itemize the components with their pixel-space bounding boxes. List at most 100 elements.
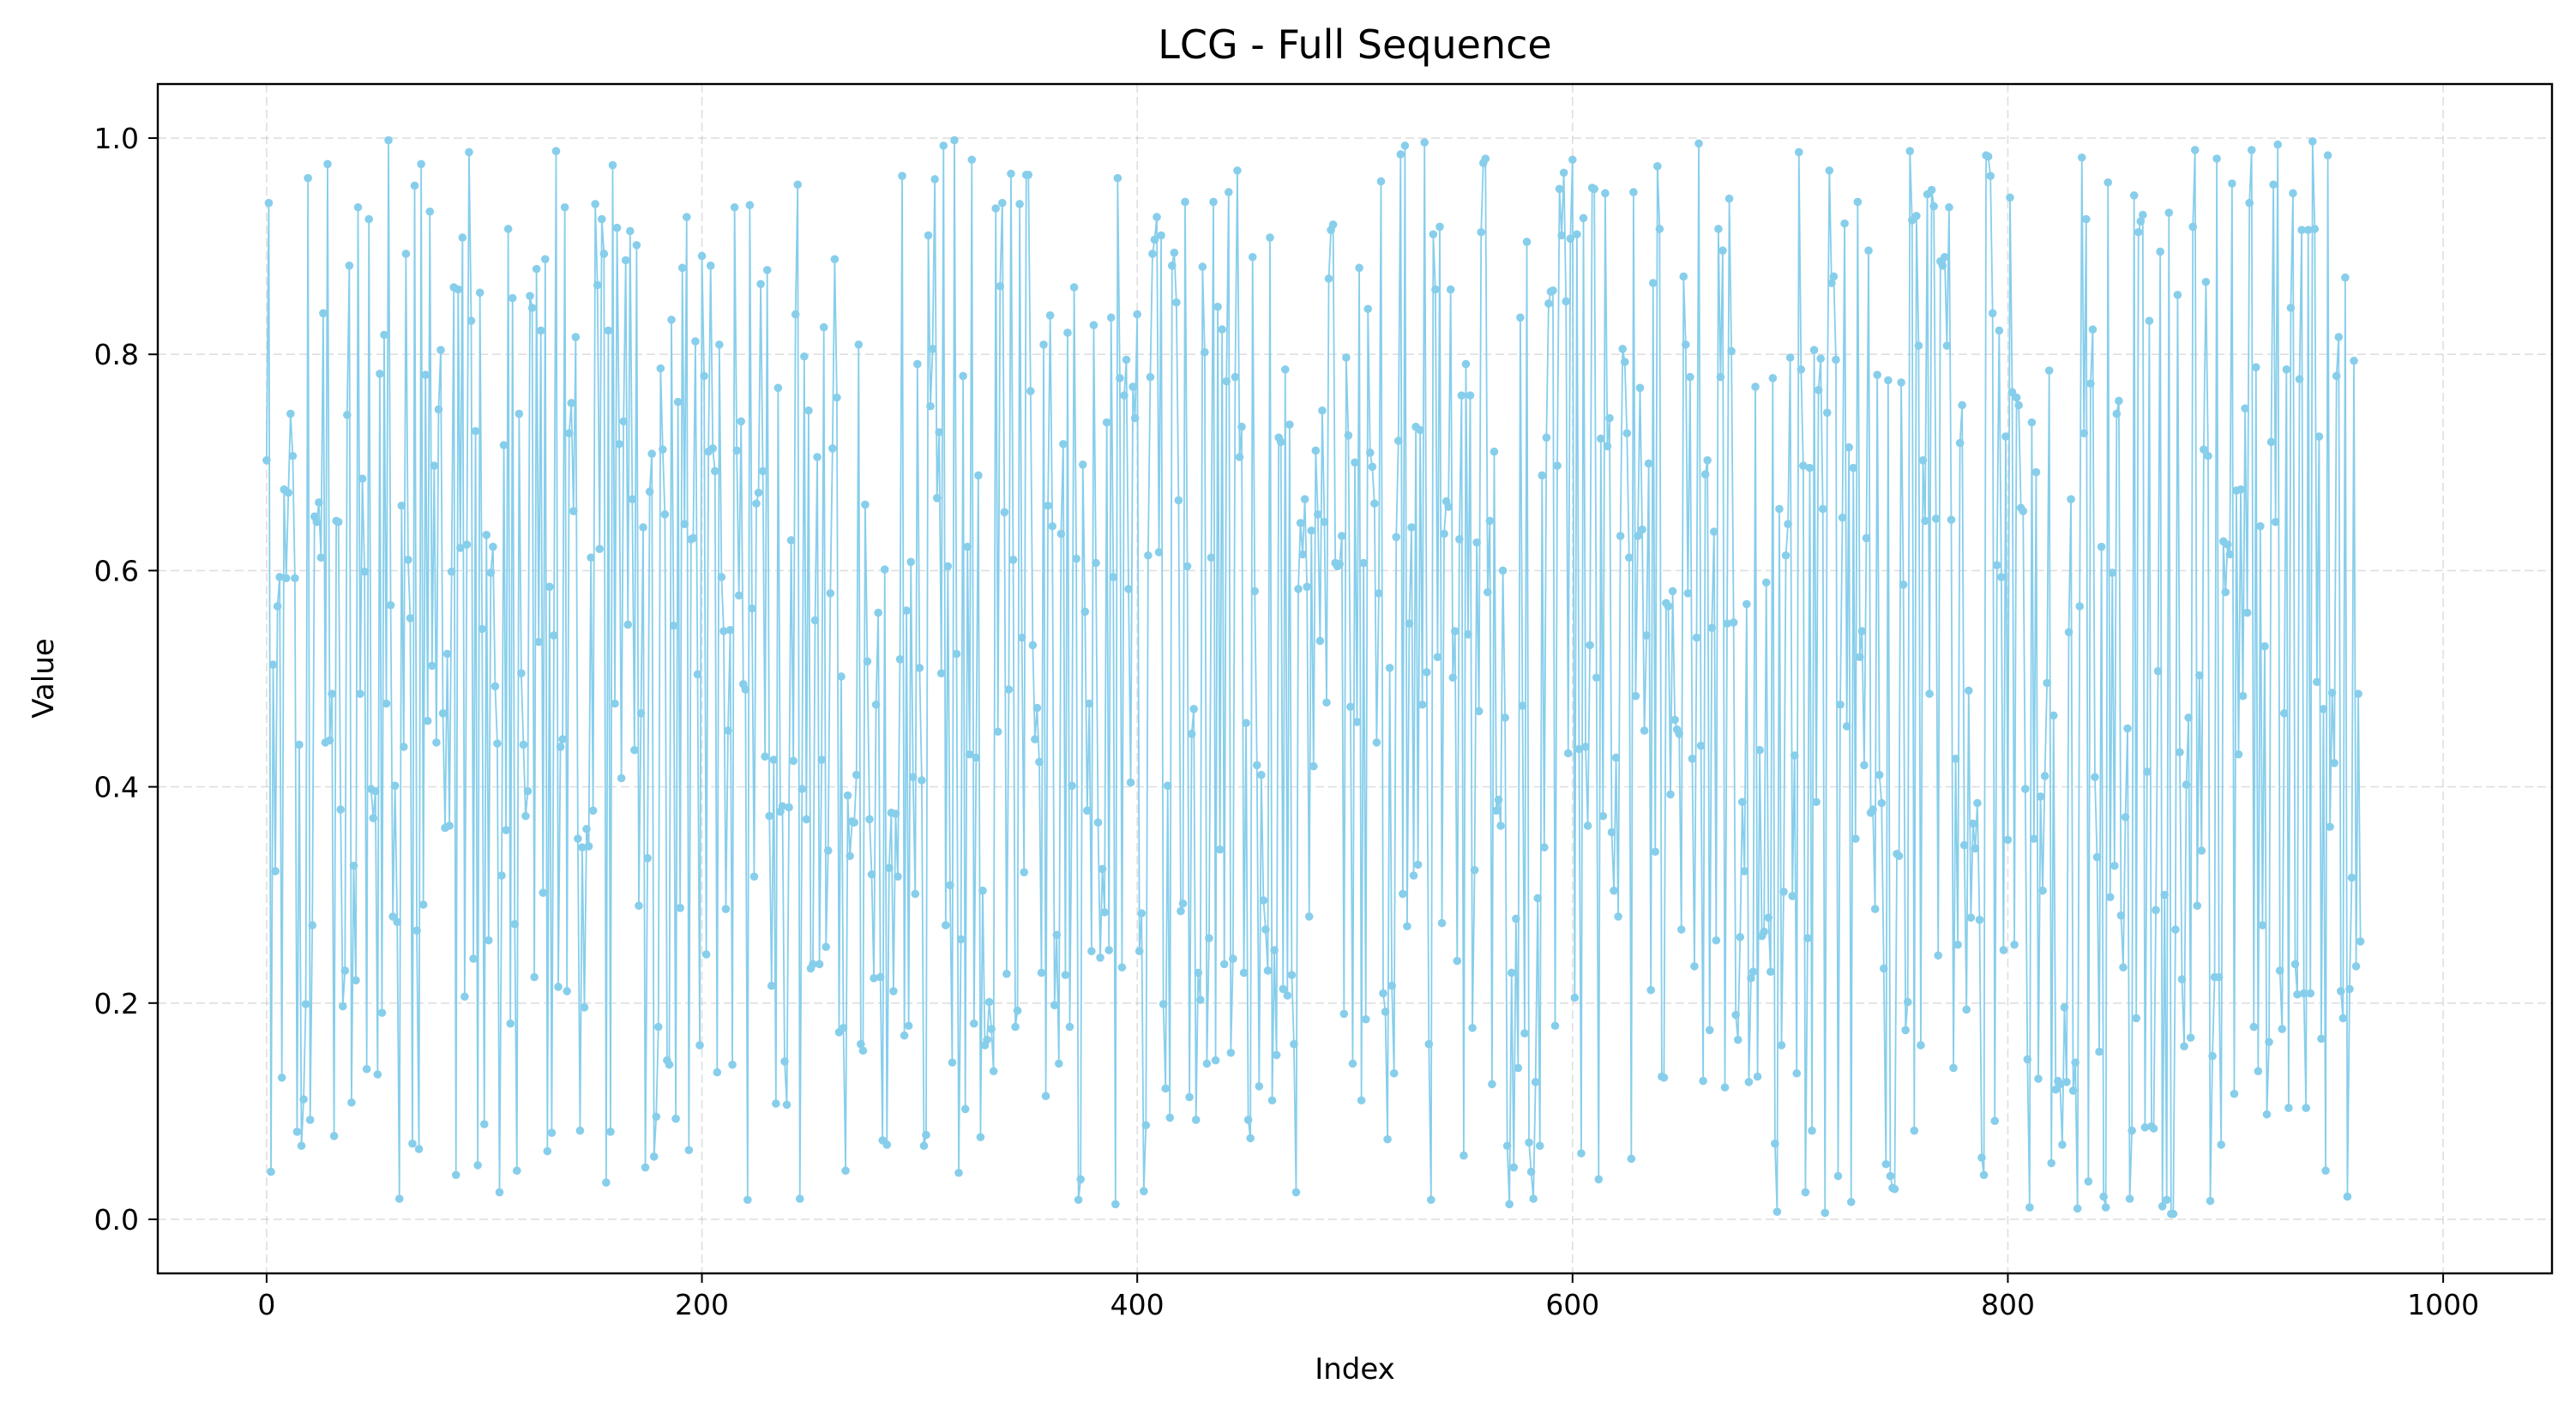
- data-point: [1140, 1187, 1148, 1195]
- data-point: [2099, 1192, 2108, 1201]
- data-point: [386, 600, 395, 610]
- data-point: [597, 214, 606, 224]
- data-point: [1413, 860, 1423, 869]
- data-point: [1761, 578, 1771, 587]
- data-point: [1785, 353, 1795, 362]
- data-point: [1949, 1063, 1958, 1073]
- data-point: [1440, 529, 1448, 539]
- data-point: [1975, 915, 1984, 924]
- data-point: [543, 1146, 552, 1156]
- data-point: [2254, 1067, 2263, 1076]
- data-point: [2190, 146, 2200, 154]
- data-point: [530, 972, 539, 982]
- data-point: [758, 466, 767, 476]
- data-point: [1444, 502, 1453, 511]
- data-point: [1822, 408, 1832, 418]
- data-point: [1951, 755, 1960, 763]
- data-point: [2164, 208, 2174, 217]
- data-point: [532, 264, 541, 274]
- data-point: [1195, 996, 1205, 1004]
- data-point: [1219, 960, 1229, 969]
- data-point: [353, 202, 363, 212]
- data-point: [606, 1128, 615, 1136]
- data-point: [1041, 1092, 1050, 1101]
- data-point: [1962, 1005, 1971, 1014]
- data-point: [773, 383, 783, 393]
- data-point: [1424, 1039, 1434, 1049]
- data-point: [1189, 705, 1198, 713]
- data-point: [926, 401, 935, 411]
- data-point: [1154, 548, 1164, 557]
- data-point: [1648, 279, 1658, 287]
- data-point: [1209, 197, 1218, 207]
- data-point: [2025, 1203, 2034, 1212]
- data-point: [1516, 313, 1525, 322]
- data-point: [456, 544, 465, 552]
- data-point: [1983, 152, 1993, 161]
- data-point: [1304, 912, 1314, 921]
- y-tick-label: 0.0: [94, 1203, 139, 1236]
- data-point: [1498, 566, 1508, 575]
- data-point: [1024, 171, 1033, 179]
- data-point: [286, 409, 295, 418]
- data-point: [1549, 286, 1557, 295]
- data-point: [1468, 1023, 1477, 1032]
- data-point: [786, 536, 796, 545]
- data-point: [1927, 185, 1936, 195]
- data-point: [338, 1002, 347, 1011]
- data-point: [539, 888, 548, 897]
- data-point: [1300, 495, 1309, 503]
- data-point: [1074, 1195, 1083, 1205]
- data-point: [819, 322, 828, 332]
- data-point: [904, 1021, 913, 1031]
- data-point: [2040, 772, 2049, 780]
- data-point: [2058, 1140, 2067, 1149]
- data-point: [752, 499, 761, 508]
- data-point: [1002, 969, 1011, 978]
- data-point: [1122, 355, 1131, 364]
- data-point: [2208, 1051, 2217, 1061]
- data-point: [880, 565, 889, 574]
- data-point: [2115, 396, 2123, 406]
- data-point: [2260, 641, 2269, 651]
- data-point: [1085, 699, 1094, 708]
- data-point: [1261, 925, 1270, 934]
- data-point: [1755, 745, 1764, 755]
- data-point: [1592, 673, 1601, 683]
- data-point: [1659, 1073, 1669, 1082]
- data-point: [677, 263, 687, 273]
- data-point: [676, 904, 684, 912]
- data-point: [2289, 189, 2297, 198]
- data-point: [1117, 963, 1127, 972]
- y-tick-label: 0.6: [94, 554, 139, 587]
- data-point: [1361, 1014, 1370, 1024]
- data-point: [978, 886, 987, 895]
- data-point: [998, 198, 1007, 208]
- data-point: [515, 409, 524, 418]
- data-point: [2064, 628, 2073, 637]
- data-point: [2252, 363, 2260, 372]
- data-point: [2019, 507, 2028, 515]
- data-point: [667, 316, 676, 324]
- data-point: [954, 1168, 963, 1177]
- data-point: [1290, 1039, 1298, 1049]
- data-point: [1890, 1184, 1899, 1194]
- data-point: [2156, 247, 2164, 256]
- data-point: [2332, 371, 2341, 381]
- data-point: [1420, 138, 1429, 147]
- data-point: [1470, 865, 1479, 875]
- data-point: [911, 889, 920, 899]
- data-point: [1729, 618, 1738, 627]
- data-point: [1044, 501, 1052, 510]
- data-point: [732, 446, 741, 455]
- data-point: [497, 871, 506, 880]
- data-point: [2067, 495, 2075, 503]
- data-point: [1007, 169, 1015, 178]
- data-point: [2097, 542, 2106, 551]
- data-point: [1794, 147, 1803, 157]
- data-point: [2265, 1038, 2273, 1046]
- data-point: [1328, 220, 1338, 229]
- data-point: [2295, 375, 2304, 384]
- data-point: [1825, 166, 1834, 175]
- data-point: [724, 726, 732, 735]
